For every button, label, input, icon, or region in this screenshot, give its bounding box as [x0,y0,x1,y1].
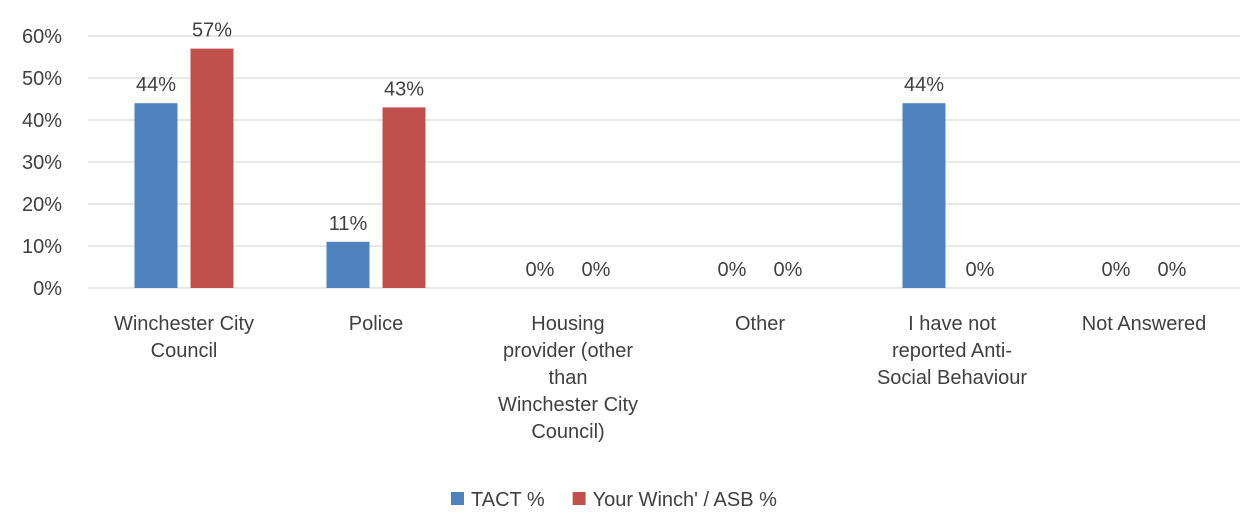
data-label: 0% [774,259,803,281]
category-label: Other [735,313,785,335]
bars [134,48,946,289]
category-label: Social Behaviour [877,367,1027,389]
y-tick-label: 30% [22,152,62,174]
bar-your-winch-1 [382,107,426,289]
x-axis-categories: Winchester City Council Police Housing provi… [114,313,1206,443]
y-tick-label: 40% [22,110,62,132]
y-tick-label: 0% [33,278,62,300]
data-label: 43% [384,78,424,100]
data-label: 0% [718,259,747,281]
bar-tact-4 [902,103,946,288]
legend: TACT % Your Winch' / ASB % [451,489,777,511]
legend-swatch [451,492,464,505]
gridlines [88,35,1240,289]
category-label: Council) [531,421,604,443]
bar-tact-0 [134,103,178,288]
data-label: 0% [526,259,555,281]
data-label: 11% [329,213,368,235]
category-label: provider (other [503,340,633,362]
y-tick-label: 20% [22,194,62,216]
legend-swatch [572,492,586,505]
y-axis-ticks: 0% 10% 20% 30% 40% 50% 60% [22,26,62,300]
data-label: 0% [1102,259,1131,281]
bar-your-winch-0 [190,48,234,288]
y-tick-label: 60% [22,26,62,48]
category-label: Winchester City [498,394,638,416]
data-labels: 44% 57% 11% 43% 0% 0% 0% 0% 44% 0% 0% 0% [136,20,1187,281]
category-label: Housing [531,313,604,335]
y-tick-label: 50% [22,68,62,90]
y-tick-label: 10% [22,236,62,258]
data-label: 0% [1158,259,1187,281]
category-label: Winchester City [114,313,254,335]
category-label: I have not [908,313,996,335]
category-label: than [549,367,588,389]
data-label: 44% [904,74,944,96]
category-label: Police [349,313,403,335]
data-label: 0% [966,259,995,281]
category-label: reported Anti- [892,340,1012,362]
legend-label: TACT % [471,489,545,511]
data-label: 44% [136,74,176,96]
data-label: 57% [192,20,232,42]
data-label: 0% [582,259,611,281]
legend-label: Your Winch' / ASB % [593,489,777,511]
category-label: Council [151,340,218,362]
category-label: Not Answered [1082,313,1207,335]
bar-tact-1 [326,241,370,288]
